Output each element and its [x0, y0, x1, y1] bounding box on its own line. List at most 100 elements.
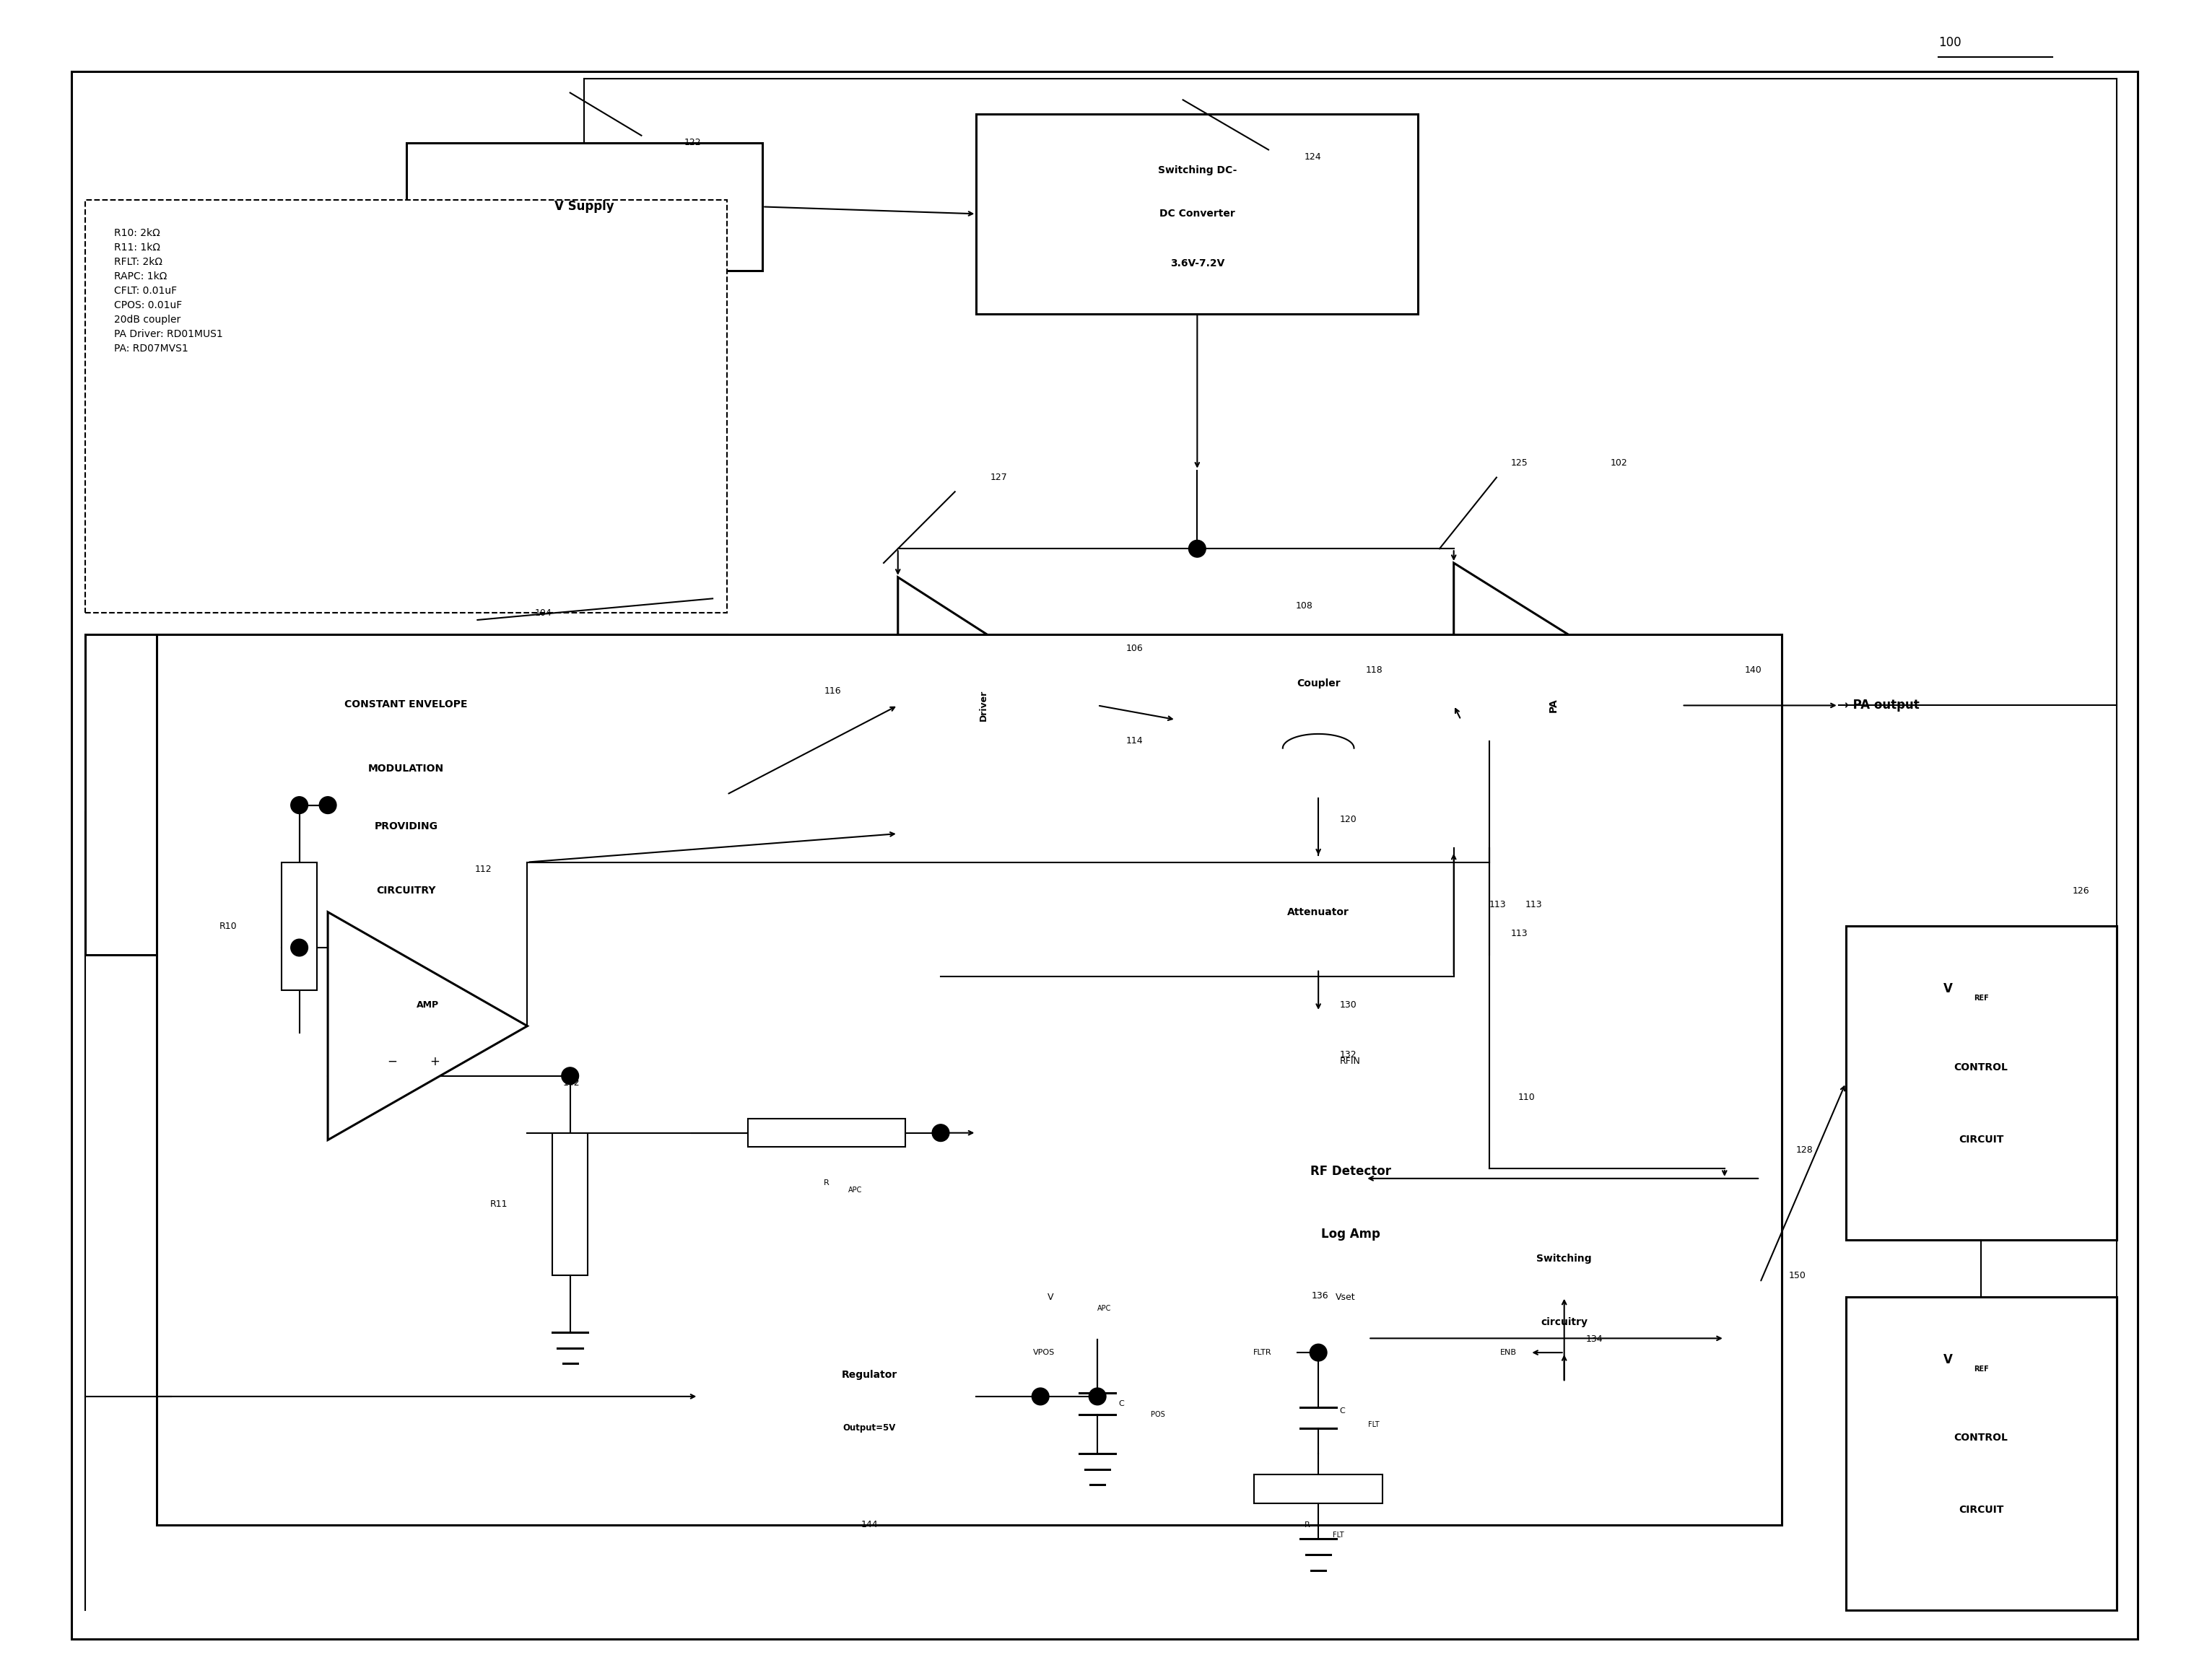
Bar	[1845, 926, 2117, 1240]
Bar	[1845, 1297, 2117, 1611]
Text: PROVIDING: PROVIDING	[374, 822, 438, 832]
Circle shape	[562, 1067, 580, 1084]
Bar	[86, 200, 728, 612]
Text: −: −	[387, 1055, 396, 1069]
Text: Attenuator: Attenuator	[1287, 908, 1349, 918]
Text: RF Detector: RF Detector	[1310, 1165, 1391, 1178]
Bar	[553, 1133, 588, 1275]
Text: 127: 127	[991, 473, 1009, 482]
Bar	[699, 1326, 1040, 1468]
Text: CIRCUIT: CIRCUIT	[1958, 1134, 2004, 1144]
Bar	[975, 1012, 1725, 1383]
Text: 136: 136	[1312, 1290, 1327, 1300]
Text: 120: 120	[1340, 816, 1356, 824]
Text: 104: 104	[535, 607, 551, 618]
Text: Driver: Driver	[978, 690, 989, 722]
Text: V: V	[1048, 1292, 1053, 1302]
Text: MODULATION: MODULATION	[367, 763, 445, 774]
Text: CONTROL: CONTROL	[1953, 1062, 2008, 1072]
Text: 113: 113	[1511, 928, 1528, 938]
Text: POS: POS	[1150, 1411, 1166, 1418]
Text: R: R	[823, 1180, 830, 1186]
Text: 110: 110	[1517, 1092, 1535, 1102]
Text: 132: 132	[1340, 1050, 1356, 1059]
Text: V Supply: V Supply	[555, 200, 615, 213]
Text: R10: R10	[219, 921, 237, 931]
Circle shape	[1088, 1388, 1106, 1404]
Text: Regulator: Regulator	[841, 1369, 898, 1379]
Text: CONTROL: CONTROL	[1953, 1433, 2008, 1443]
Text: REF: REF	[1973, 995, 1989, 1002]
Text: 112: 112	[476, 864, 491, 874]
Text: VPOS: VPOS	[1033, 1349, 1055, 1356]
Bar	[407, 143, 763, 270]
Text: 126: 126	[2073, 886, 2090, 896]
Polygon shape	[1453, 562, 1681, 847]
Text: R10: 2kΩ
R11: 1kΩ
RFLT: 2kΩ
RAPC: 1kΩ
CFLT: 0.01uF
CPOS: 0.01uF
20dB coupler
PA : R10: 2kΩ R11: 1kΩ RFLT: 2kΩ RAPC: 1kΩ CF…	[115, 228, 223, 354]
Bar	[1254, 1475, 1382, 1503]
Bar	[1177, 856, 1460, 968]
Text: 116: 116	[823, 686, 841, 696]
Text: Switching: Switching	[1537, 1253, 1593, 1264]
Text: 140: 140	[1745, 664, 1761, 675]
Text: 108: 108	[1296, 601, 1312, 611]
Text: C: C	[1119, 1399, 1124, 1408]
Text: 128: 128	[1796, 1146, 1814, 1154]
Text: 113: 113	[1489, 899, 1506, 909]
Text: R11: R11	[491, 1200, 509, 1208]
Circle shape	[1310, 1344, 1327, 1361]
Text: FLT: FLT	[1369, 1421, 1380, 1428]
Text: C: C	[1340, 1408, 1345, 1415]
Text: 134: 134	[1586, 1334, 1604, 1344]
Circle shape	[931, 1124, 949, 1141]
Text: → PA output: → PA output	[1838, 700, 1920, 711]
Text: V: V	[1944, 1352, 1953, 1366]
Text: RFIN: RFIN	[1340, 1057, 1360, 1066]
Text: 124: 124	[1305, 153, 1321, 161]
Bar	[1369, 1183, 1761, 1383]
Bar	[157, 634, 1781, 1525]
Text: CONSTANT ENVELOPE: CONSTANT ENVELOPE	[345, 700, 467, 710]
Bar	[281, 862, 316, 990]
Circle shape	[1031, 1388, 1048, 1404]
Text: 130: 130	[1340, 1000, 1356, 1010]
Bar	[975, 114, 1418, 314]
Text: CIRCUIT: CIRCUIT	[1958, 1505, 2004, 1515]
Circle shape	[290, 940, 307, 956]
Circle shape	[1188, 540, 1206, 557]
Text: Output=5V: Output=5V	[843, 1423, 896, 1433]
Text: 102: 102	[1610, 458, 1628, 468]
Text: 118: 118	[1365, 664, 1382, 675]
Text: 144: 144	[860, 1520, 878, 1529]
Text: APC: APC	[1097, 1304, 1110, 1312]
Text: 142: 142	[564, 1079, 580, 1087]
Text: Vset: Vset	[1336, 1292, 1356, 1302]
Text: 113: 113	[1524, 899, 1542, 909]
Bar	[748, 1119, 905, 1148]
Text: APC: APC	[847, 1186, 863, 1193]
Text: PA: PA	[1548, 698, 1559, 713]
Text: 114: 114	[1126, 737, 1144, 745]
Text: Log Amp: Log Amp	[1321, 1228, 1380, 1240]
Text: 125: 125	[1511, 458, 1528, 468]
Text: FLT: FLT	[1332, 1532, 1345, 1539]
Text: ENB: ENB	[1500, 1349, 1517, 1356]
Text: +: +	[429, 1055, 440, 1069]
Text: 106: 106	[1126, 644, 1144, 653]
Bar	[86, 634, 728, 955]
Text: CIRCUITRY: CIRCUITRY	[376, 886, 436, 896]
Text: DC Converter: DC Converter	[1159, 208, 1234, 218]
Text: 150: 150	[1790, 1270, 1805, 1280]
Bar	[1177, 641, 1460, 799]
Text: V: V	[1944, 982, 1953, 995]
Text: Switching DC-: Switching DC-	[1157, 164, 1237, 175]
Circle shape	[319, 797, 336, 814]
Text: REF: REF	[1973, 1366, 1989, 1373]
Text: AMP: AMP	[416, 1000, 438, 1010]
Text: 100: 100	[1938, 37, 1962, 49]
Text: R: R	[1305, 1520, 1310, 1529]
Text: FLTR: FLTR	[1254, 1349, 1272, 1356]
Circle shape	[290, 797, 307, 814]
Text: 3.6V-7.2V: 3.6V-7.2V	[1170, 258, 1225, 268]
Text: Coupler: Coupler	[1296, 678, 1340, 688]
